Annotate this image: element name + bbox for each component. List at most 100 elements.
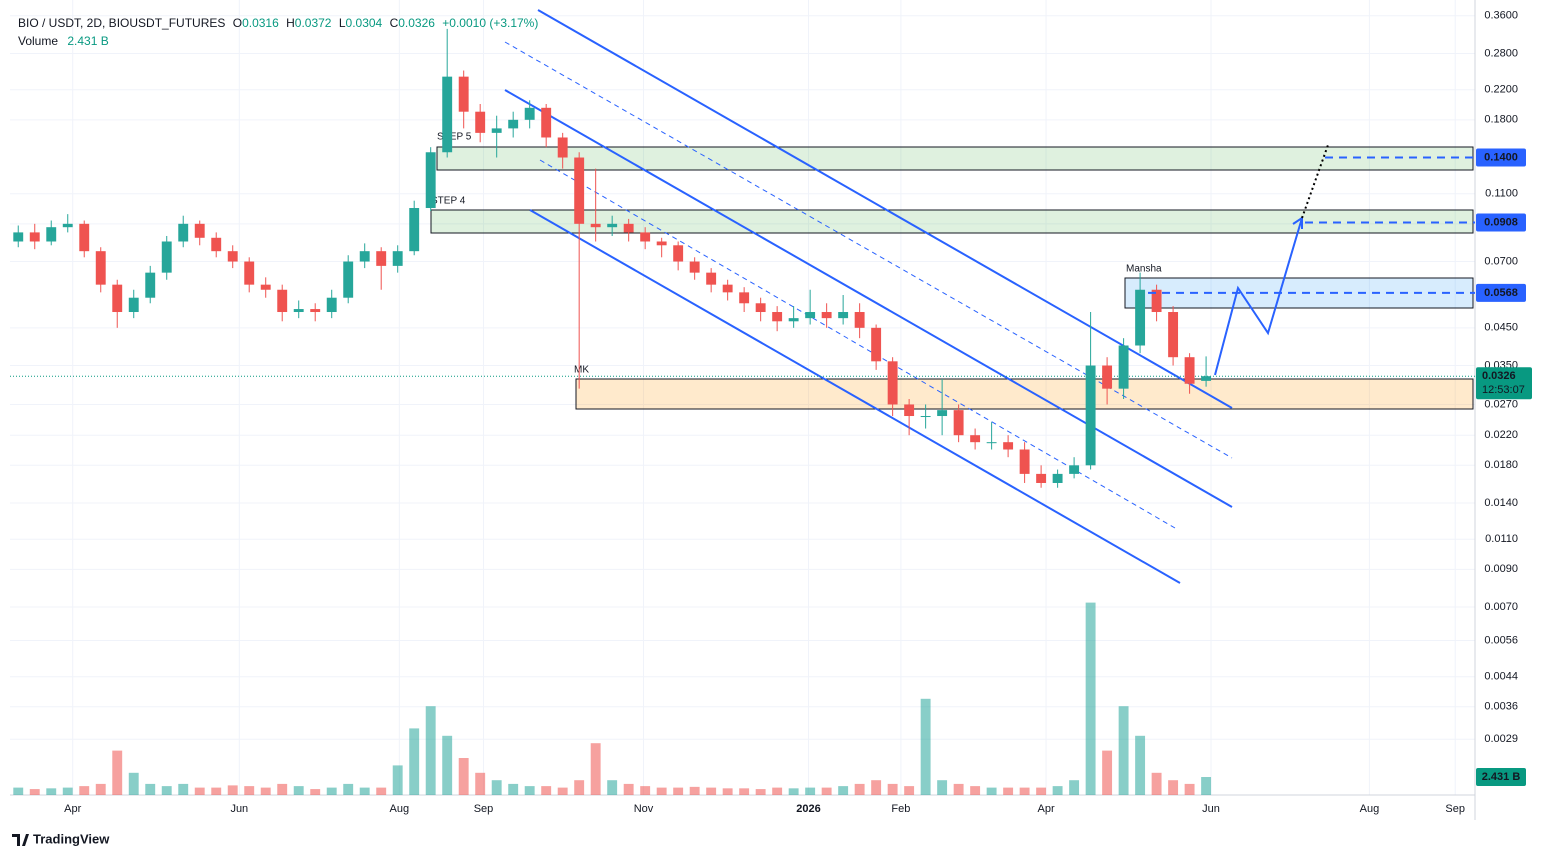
volume-bar xyxy=(739,788,750,795)
volume-bar xyxy=(656,787,667,795)
y-tick-label: 0.0110 xyxy=(1485,533,1518,545)
candle-body xyxy=(62,223,73,228)
candle-body xyxy=(1003,442,1014,450)
volume-bar xyxy=(1052,786,1063,795)
candle-body xyxy=(887,361,898,405)
candle-body xyxy=(277,289,288,313)
volume-bar xyxy=(623,783,634,795)
ohlc-value: 0.0372 xyxy=(295,16,332,30)
volume-bar xyxy=(541,786,552,795)
volume-bar xyxy=(970,786,981,795)
candle-body xyxy=(871,327,882,362)
volume-bar xyxy=(112,750,123,795)
candle-body xyxy=(79,223,90,252)
candle-body xyxy=(755,303,766,313)
volume-bar xyxy=(755,789,766,795)
candle-body xyxy=(623,223,634,233)
y-tick-label: 0.0090 xyxy=(1484,563,1518,575)
volume-bar xyxy=(1135,735,1146,795)
volume-bar xyxy=(788,788,799,795)
volume-value: 2.431 B xyxy=(67,34,108,48)
countdown: 12:53:07 xyxy=(1482,384,1525,396)
price-label-box xyxy=(1476,213,1526,232)
volume-bar xyxy=(854,783,865,795)
zone-step4 xyxy=(430,209,1474,234)
logo-icon xyxy=(12,834,29,846)
symbol: BIO / USDT, 2D, BIOUSDT_FUTURES xyxy=(18,16,225,30)
ohlc-value: 0.0316 xyxy=(242,16,279,30)
x-tick-label: Jun xyxy=(230,803,248,815)
candle-body xyxy=(425,152,436,209)
candle-body xyxy=(409,208,420,252)
volume-bar xyxy=(871,780,882,795)
candle-body xyxy=(1102,365,1113,389)
volume-bar xyxy=(442,735,453,795)
volume-bar xyxy=(475,772,486,795)
volume-bar xyxy=(376,787,387,795)
candle-body xyxy=(1184,357,1195,384)
candle-body xyxy=(1052,473,1063,483)
y-tick-label: 0.0029 xyxy=(1484,733,1518,745)
y-tick-label: 0.3600 xyxy=(1484,10,1518,22)
volume-bar xyxy=(343,783,354,795)
annotation: MK xyxy=(574,365,589,376)
volume-bar xyxy=(194,787,205,795)
volume-bar xyxy=(574,780,585,795)
volume-bar xyxy=(227,785,238,795)
volume-bar xyxy=(590,743,601,795)
price-label: 0.0568 xyxy=(1484,287,1518,299)
x-tick-label: Sep xyxy=(474,803,494,815)
volume-bar xyxy=(640,786,651,795)
volume-bar xyxy=(706,787,717,795)
candle-body xyxy=(508,119,519,129)
candle-body xyxy=(293,309,304,313)
candle-body xyxy=(673,245,684,262)
candle-body xyxy=(359,251,370,262)
volume-bar xyxy=(29,789,40,795)
x-tick-label: Nov xyxy=(634,803,654,815)
channel-line xyxy=(537,9,1233,409)
volume-bar xyxy=(310,789,321,795)
candle-body xyxy=(326,297,337,313)
candle-body xyxy=(244,261,255,285)
x-tick-label: Aug xyxy=(1360,803,1380,815)
candle-body xyxy=(788,318,799,322)
candle-body xyxy=(343,261,354,298)
channel-line xyxy=(504,41,1233,459)
volume-bar xyxy=(1036,787,1047,795)
volume-label: Volume xyxy=(18,34,58,48)
volume-bar xyxy=(161,786,172,795)
volume-bar xyxy=(244,786,255,795)
candle-body xyxy=(29,232,40,242)
y-tick-label: 0.1100 xyxy=(1485,188,1518,200)
candle-body xyxy=(376,251,387,266)
candle-body xyxy=(1019,449,1030,474)
volume-bar xyxy=(277,783,288,795)
zone-mk xyxy=(575,378,1474,410)
candle-body xyxy=(805,312,816,319)
annotation: STEP 4 xyxy=(431,196,466,207)
y-tick-label: 0.0180 xyxy=(1484,459,1518,471)
volume-bar xyxy=(1168,780,1179,795)
volume-bar xyxy=(1184,783,1195,795)
channel xyxy=(504,9,1303,584)
channel-line xyxy=(529,209,1181,584)
candle-body xyxy=(986,442,997,444)
x-tick-label: Apr xyxy=(1037,803,1054,815)
volume-bar xyxy=(13,787,24,795)
volume-bar xyxy=(1102,750,1113,795)
candle-body xyxy=(1135,289,1146,346)
price-label: 0.1400 xyxy=(1484,151,1518,163)
volume-bar xyxy=(458,758,469,795)
candle-body xyxy=(689,261,700,273)
volume-bar xyxy=(95,783,106,795)
legend-header: BIO / USDT, 2D, BIOUSDT_FUTURES O0.0316 … xyxy=(18,16,538,30)
volume-bar xyxy=(508,783,519,795)
y-tick-label: 0.0044 xyxy=(1484,671,1518,683)
logo: TradingView xyxy=(12,831,110,846)
volume-bar xyxy=(425,706,436,795)
price-label-box xyxy=(1476,283,1526,302)
y-tick-label: 0.0700 xyxy=(1484,255,1518,267)
y-tick-label: 0.0140 xyxy=(1484,497,1518,509)
x-tick-label: Jun xyxy=(1202,803,1220,815)
